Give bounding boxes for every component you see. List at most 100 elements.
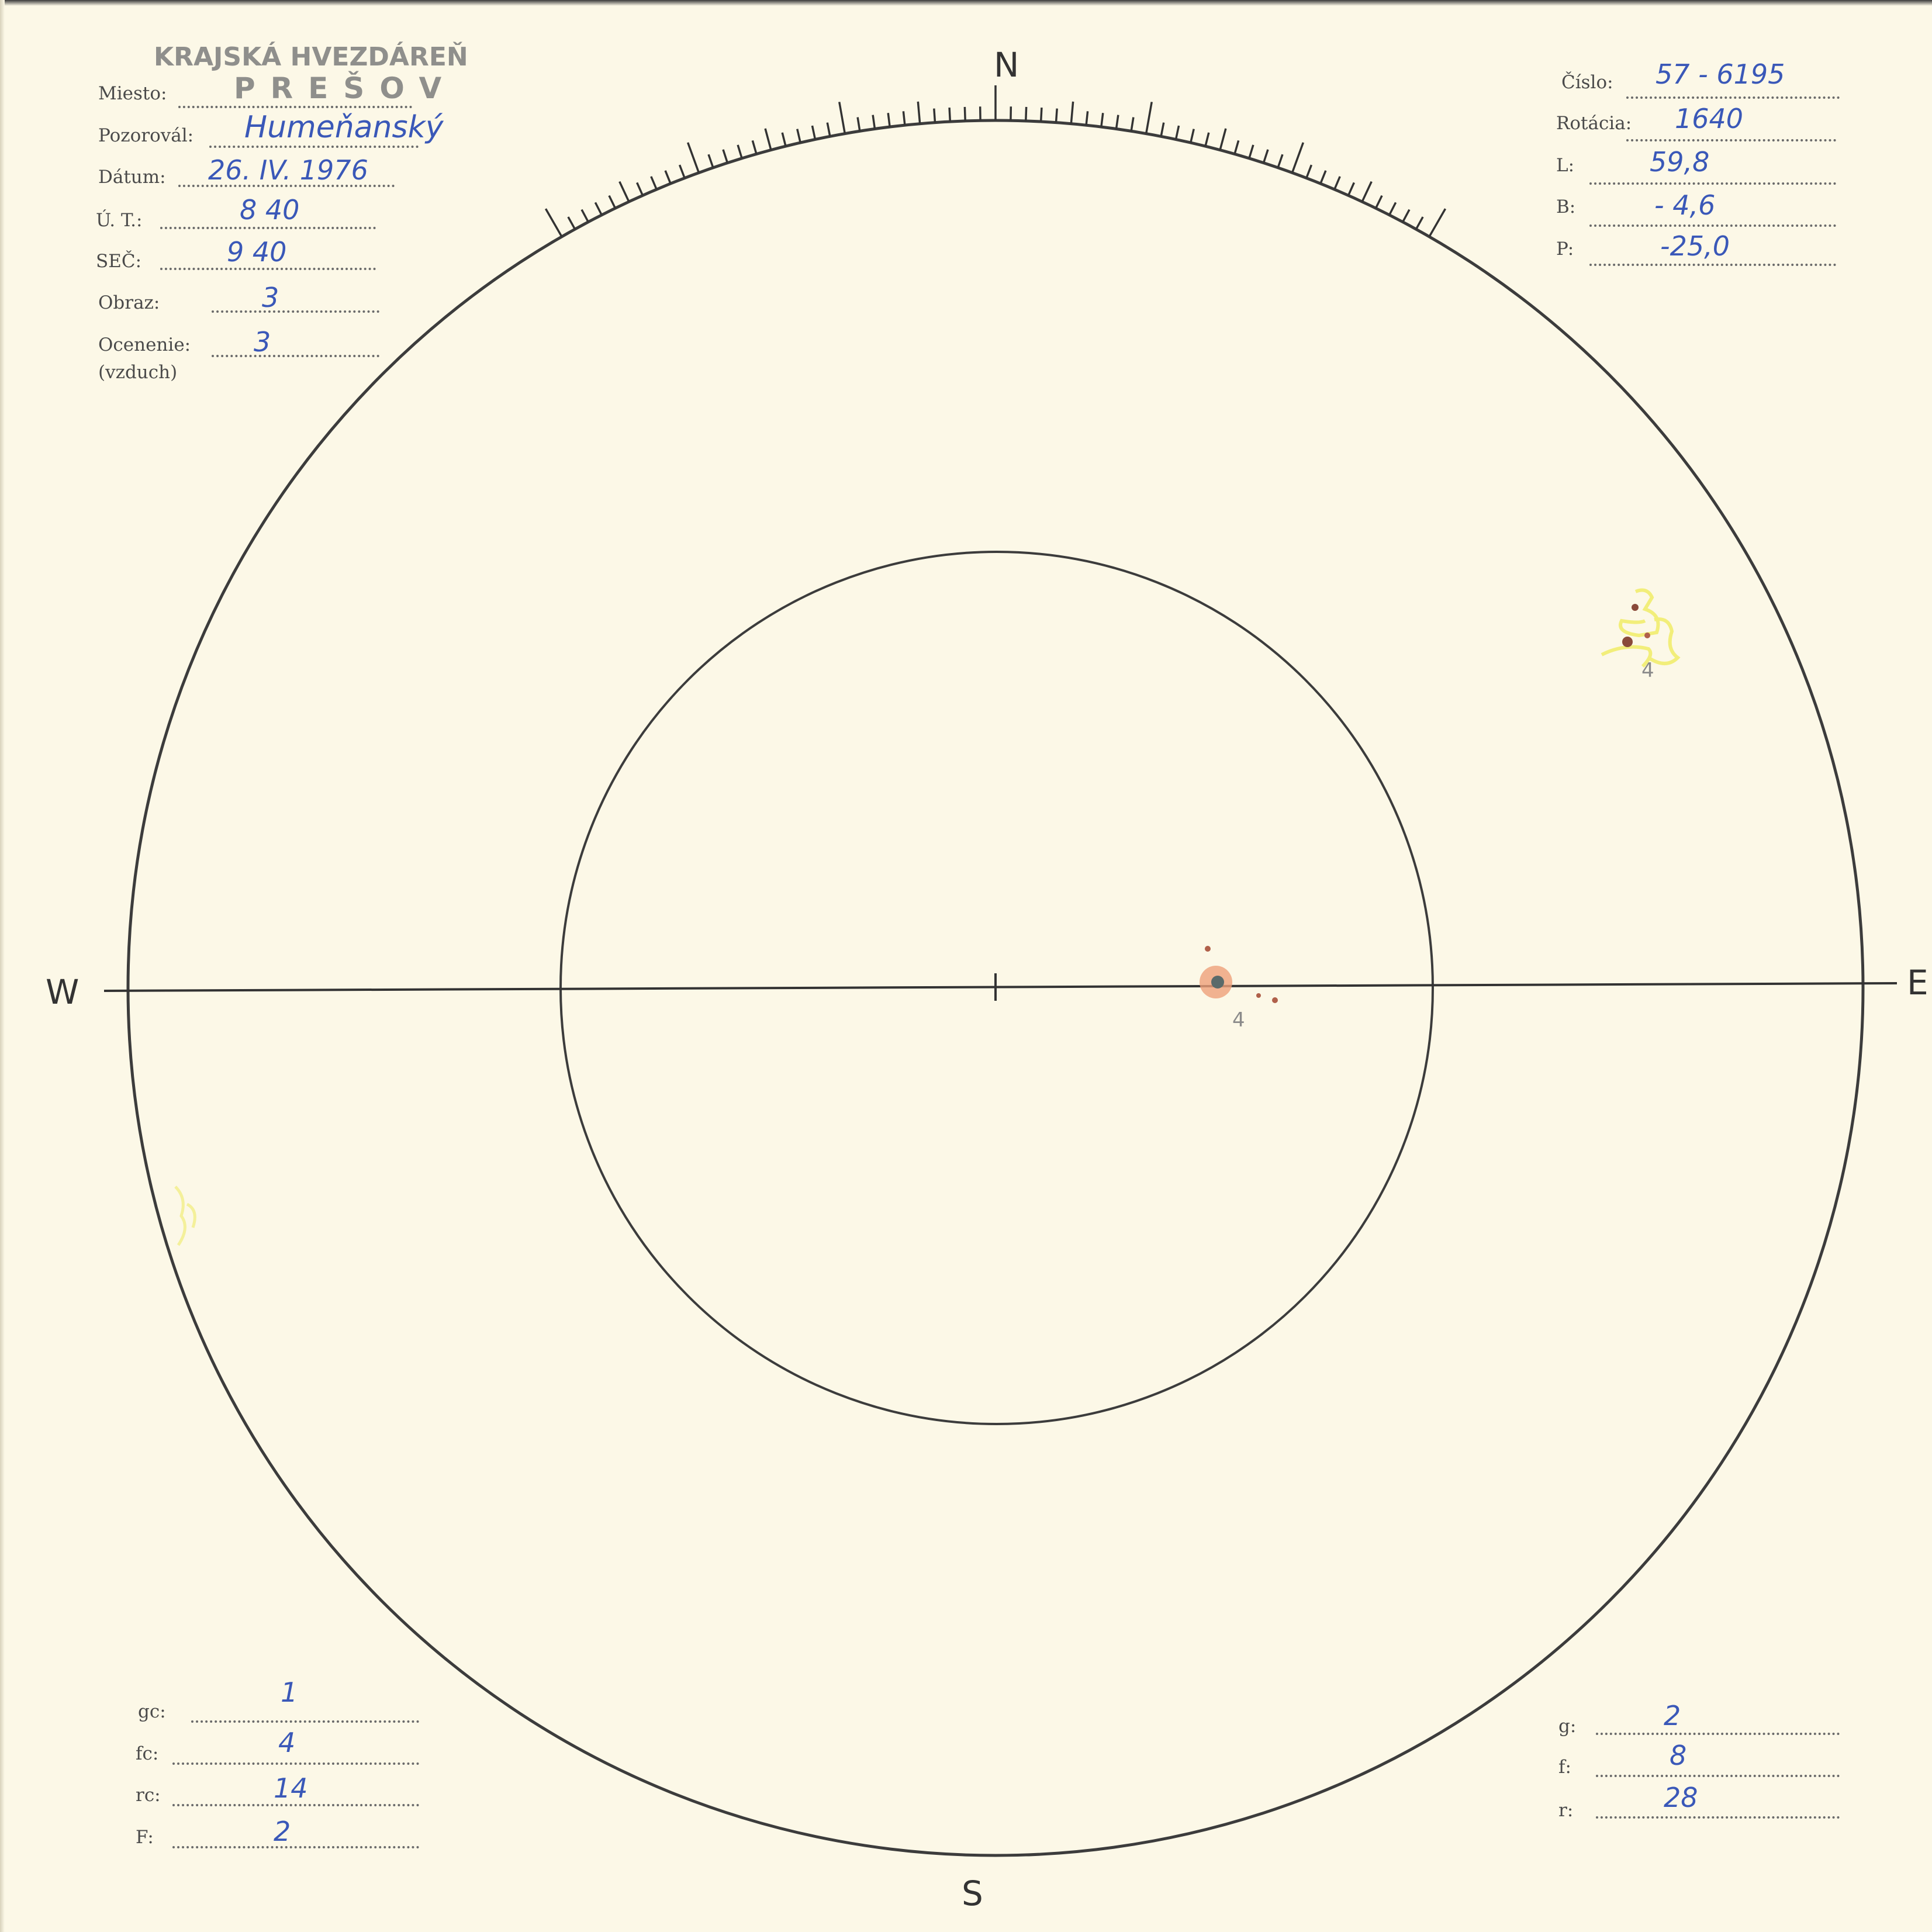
p-field[interactable]	[1589, 264, 1836, 266]
scan-edge-top	[0, 0, 1932, 6]
rc-value: 14	[274, 1772, 308, 1804]
sunspot-group-1	[1601, 588, 1681, 668]
ocenenie-label: Ocenenie:	[98, 334, 191, 355]
ut-field[interactable]	[160, 227, 376, 229]
cislo-label: Číslo:	[1561, 72, 1613, 93]
sunspot	[1644, 633, 1650, 638]
rotacia-field[interactable]	[1626, 139, 1836, 141]
scale-tick	[594, 202, 603, 216]
scale-tick	[1305, 164, 1313, 179]
umbra	[1211, 976, 1224, 989]
scale-tick	[1388, 202, 1397, 216]
scale-tick	[838, 102, 846, 134]
b-field[interactable]	[1589, 224, 1836, 227]
datum-field[interactable]	[178, 185, 395, 187]
direction-west: W	[46, 972, 80, 1012]
scale-tick	[664, 170, 672, 184]
sec-field[interactable]	[160, 268, 376, 270]
scale-tick	[618, 181, 630, 202]
g-field[interactable]	[1596, 1733, 1840, 1735]
scale-tick	[1291, 142, 1305, 174]
rotacia-label: Rotácia:	[1556, 113, 1632, 134]
scale-tick	[917, 101, 921, 124]
cislo-field[interactable]	[1626, 96, 1840, 99]
scale-tick	[811, 125, 817, 140]
ocenenie-sublabel: (vzduch)	[98, 362, 178, 383]
scale-tick	[1160, 122, 1165, 137]
scale-tick	[1415, 216, 1424, 230]
direction-north: N	[994, 45, 1019, 85]
scale-tick	[650, 176, 658, 190]
scale-tick	[1428, 208, 1447, 237]
f-total-label: F:	[136, 1827, 154, 1848]
obraz-label: Obraz:	[98, 292, 160, 313]
facula-west	[174, 1186, 196, 1246]
scale-tick	[1374, 195, 1383, 209]
obraz-value: 3	[262, 282, 279, 313]
ut-label: Ú. T.:	[96, 210, 143, 231]
b-label: B:	[1556, 196, 1576, 217]
scale-tick	[544, 208, 563, 237]
scale-tick	[902, 111, 906, 126]
scale-tick	[567, 216, 576, 230]
scale-tick	[1100, 113, 1104, 127]
scale-tick	[796, 129, 801, 143]
group-label: 4	[1232, 1008, 1245, 1032]
scale-tick	[1262, 149, 1269, 164]
direction-south: S	[962, 1874, 983, 1913]
scale-tick	[737, 144, 743, 159]
scale-tick	[764, 128, 772, 151]
f-total-value: 2	[274, 1816, 291, 1847]
f-total-field[interactable]	[172, 1846, 419, 1848]
obraz-field[interactable]	[212, 310, 379, 313]
rc-label: rc:	[136, 1785, 161, 1806]
f-field[interactable]	[1596, 1775, 1840, 1777]
scale-tick	[1115, 115, 1119, 129]
gc-value: 1	[281, 1677, 298, 1708]
sunspot	[1272, 997, 1278, 1003]
scale-tick	[580, 209, 589, 223]
cislo-value: 57 - 6195	[1655, 58, 1785, 90]
f-label: f:	[1558, 1757, 1571, 1778]
datum-value: 26. IV. 1976	[208, 154, 368, 186]
p-label: P:	[1556, 239, 1574, 260]
scale-tick	[1402, 209, 1411, 223]
miesto-label: Miesto:	[98, 83, 167, 104]
miesto-field[interactable]	[178, 106, 412, 108]
scale-tick	[1145, 102, 1153, 134]
scale-tick	[948, 107, 952, 122]
equator-line	[103, 982, 1898, 992]
pozoroval-field[interactable]	[209, 146, 419, 148]
scale-tick	[1219, 128, 1227, 151]
scale-tick	[826, 122, 831, 137]
scale-tick	[781, 132, 787, 147]
l-value: 59,8	[1650, 146, 1710, 178]
g-value: 2	[1664, 1700, 1681, 1731]
scale-tick	[1130, 117, 1135, 132]
pozoroval-value: Humeňanský	[244, 110, 444, 145]
ocenenie-value: 3	[254, 326, 271, 358]
scan-edge-left	[0, 0, 5, 1932]
observatory-stamp-line1: KRAJSKÁ HVEZDÁREŇ	[154, 42, 468, 72]
scale-tick	[1319, 170, 1327, 184]
scale-tick	[887, 113, 891, 127]
r-field[interactable]	[1596, 1816, 1840, 1819]
rotacia-value: 1640	[1675, 103, 1744, 134]
l-field[interactable]	[1589, 182, 1836, 185]
fc-field[interactable]	[172, 1762, 419, 1765]
sunspot	[1632, 604, 1639, 611]
gc-label: gc:	[138, 1701, 166, 1722]
rc-field[interactable]	[172, 1804, 419, 1806]
scale-tick	[636, 182, 644, 196]
p-value: -25,0	[1660, 230, 1730, 262]
scale-tick	[1333, 176, 1341, 190]
scale-tick	[1233, 140, 1240, 154]
sunspot-group-2	[1200, 946, 1278, 1003]
scale-tick	[707, 154, 714, 168]
gc-field[interactable]	[191, 1720, 419, 1723]
sunspot	[1622, 637, 1633, 647]
scale-tick	[1204, 132, 1210, 147]
fc-label: fc:	[136, 1743, 159, 1764]
ocenenie-field[interactable]	[212, 355, 379, 357]
